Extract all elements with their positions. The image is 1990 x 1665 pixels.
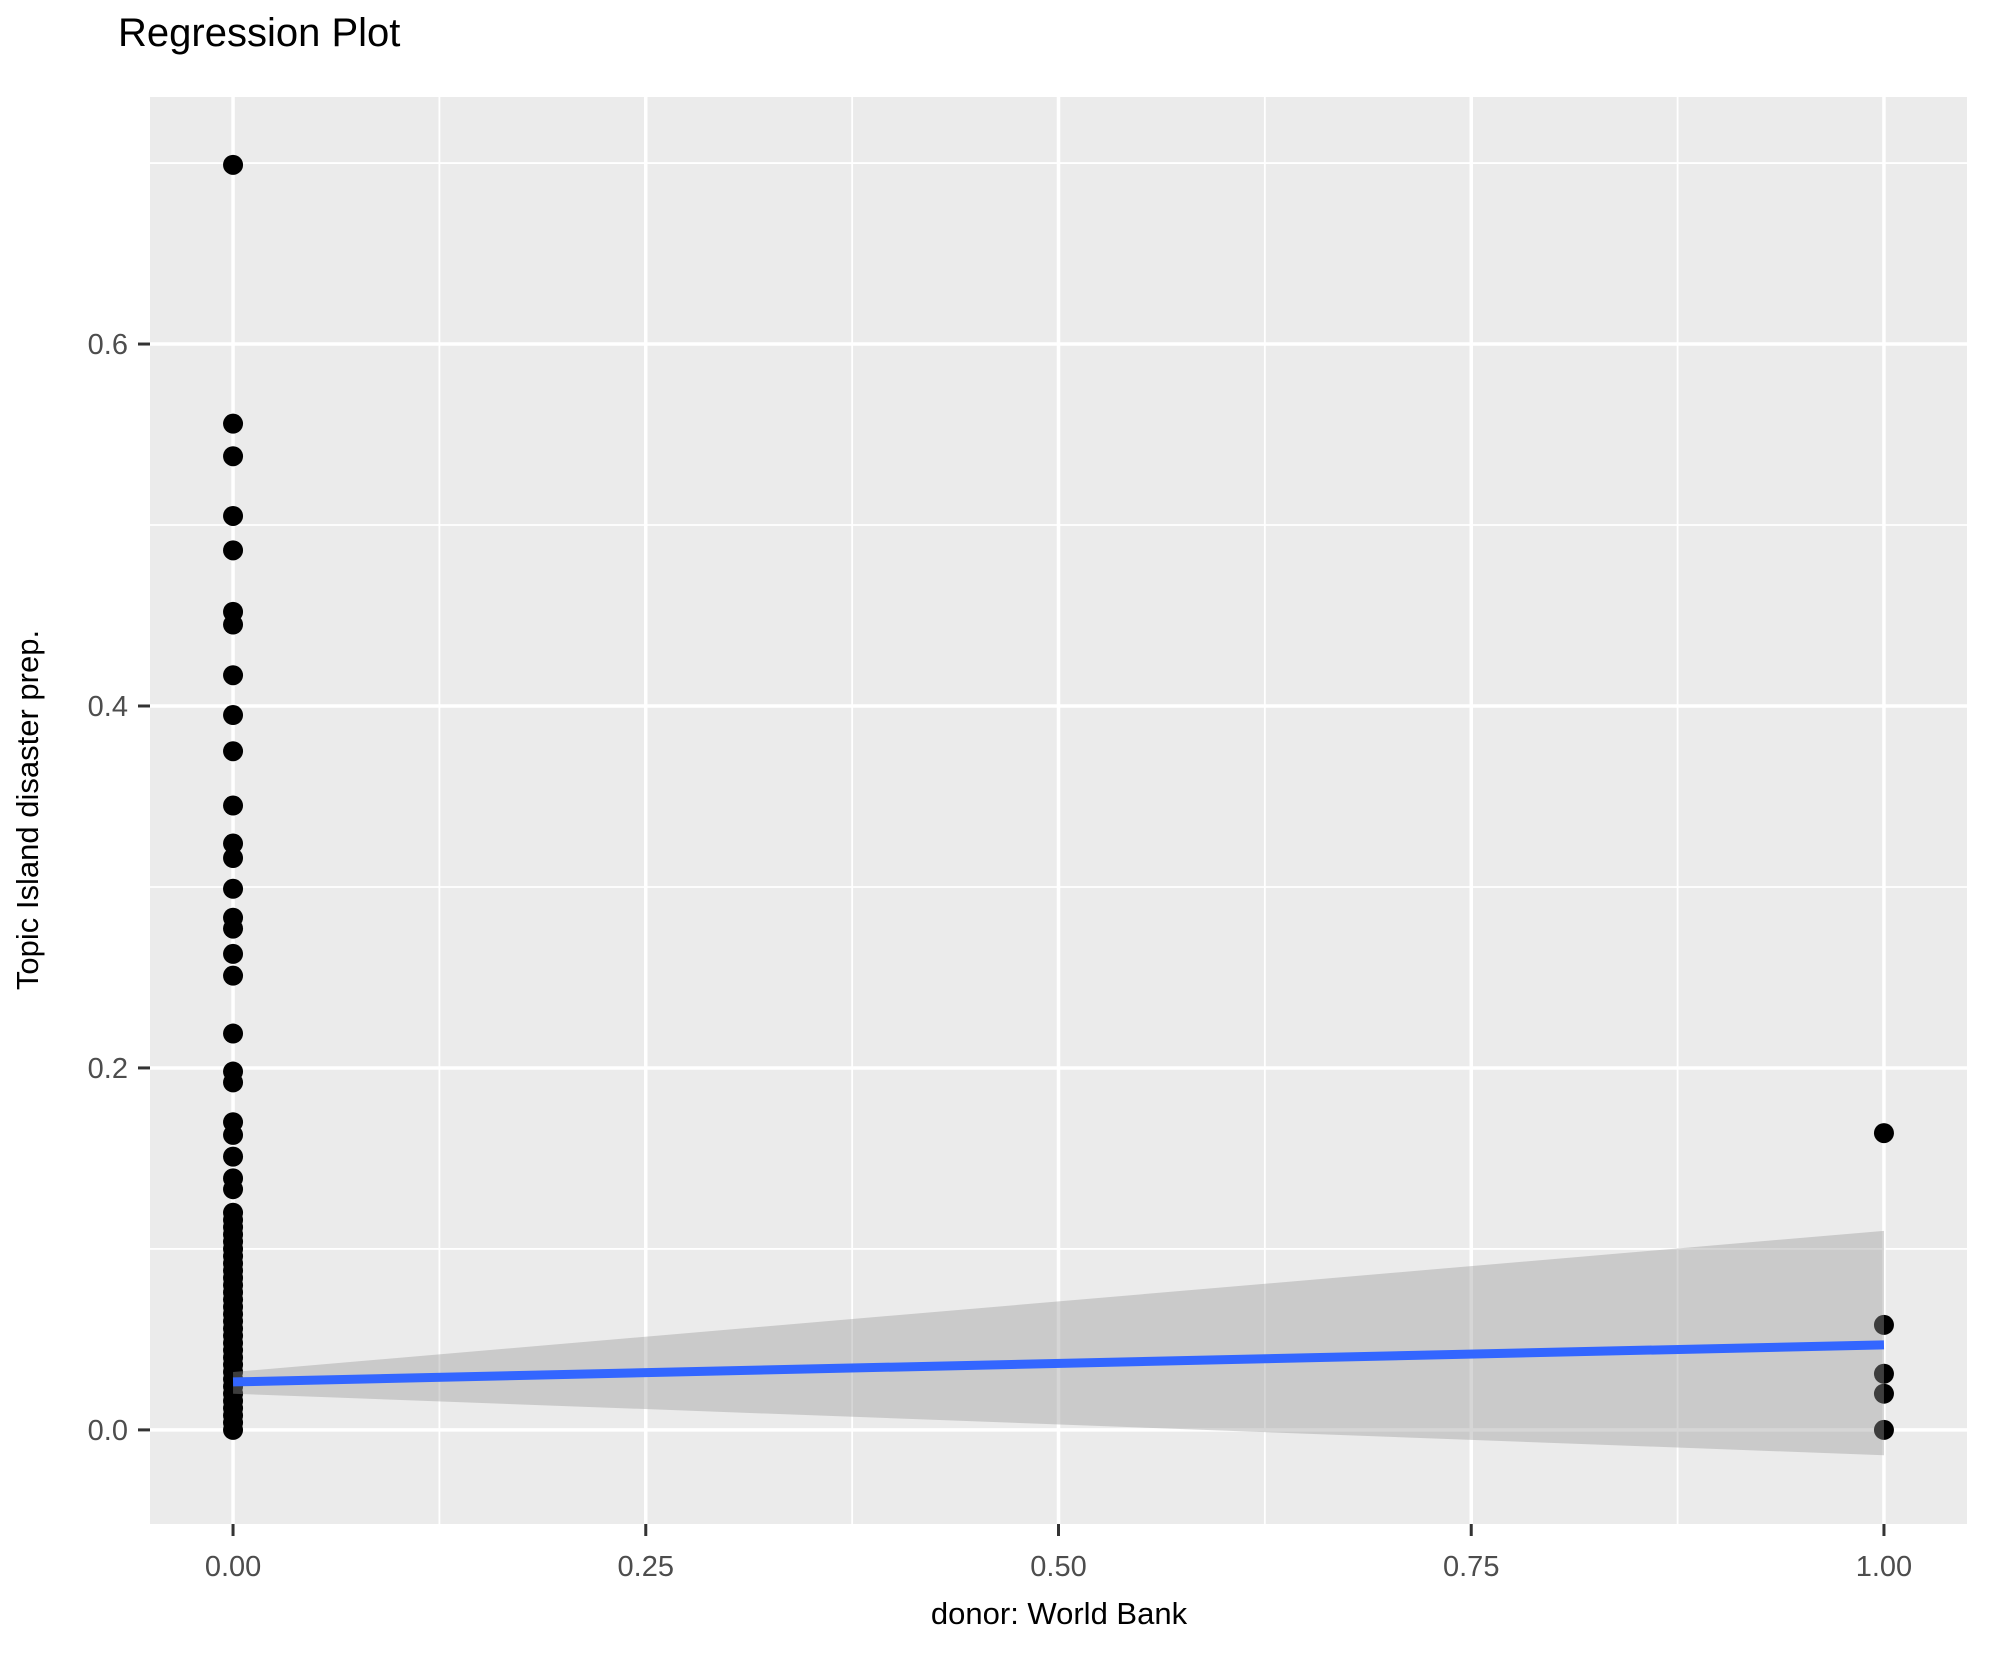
data-point <box>223 154 244 175</box>
y-tick-label: 0.6 <box>88 329 128 361</box>
x-tick-label: 0.50 <box>1030 1551 1086 1583</box>
y-tick-label: 0.4 <box>88 691 128 723</box>
data-point <box>223 413 244 434</box>
data-point <box>223 943 244 964</box>
x-tick-label: 0.75 <box>1443 1551 1499 1583</box>
data-point <box>223 446 244 467</box>
data-point <box>1873 1123 1894 1144</box>
x-tick-label: 0.25 <box>618 1551 674 1583</box>
data-point <box>223 848 244 869</box>
data-point <box>223 1124 244 1145</box>
major-gridlines <box>150 97 1967 1524</box>
data-point <box>223 705 244 726</box>
data-point <box>223 614 244 635</box>
data-point <box>223 965 244 986</box>
confidence-band-polygon <box>233 1230 1884 1456</box>
y-axis-title: Topic Island disaster prep. <box>10 629 45 991</box>
data-point <box>223 540 244 561</box>
data-point <box>1873 1314 1894 1335</box>
x-tick-label: 1.00 <box>1856 1551 1912 1583</box>
data-point <box>223 833 244 854</box>
x-tick-label: 0.00 <box>205 1551 261 1583</box>
axis-tick-marks <box>138 342 1886 1536</box>
x-axis-title: donor: World Bank <box>930 1596 1188 1631</box>
data-point <box>223 665 244 686</box>
regression-line-segment <box>232 1340 1885 1387</box>
plot-title: Regression Plot <box>118 11 401 55</box>
y-tick-labels: 0.0 0.2 0.4 0.6 <box>88 329 128 1447</box>
y-tick-label: 0.2 <box>88 1053 128 1085</box>
data-point <box>223 878 244 899</box>
data-point <box>223 1146 244 1167</box>
data-point <box>223 1419 244 1440</box>
data-point <box>223 1179 244 1200</box>
data-point <box>223 741 244 762</box>
data-point <box>223 505 244 526</box>
data-point <box>223 1023 244 1044</box>
regression-line <box>232 1340 1885 1387</box>
data-point <box>223 1072 244 1093</box>
data-point <box>223 918 244 939</box>
data-point <box>223 795 244 816</box>
confidence-band <box>233 1230 1884 1456</box>
data-point <box>1873 1383 1894 1404</box>
y-tick-label: 0.0 <box>88 1415 128 1447</box>
data-point <box>1873 1419 1894 1440</box>
x-tick-labels: 0.00 0.25 0.50 0.75 1.00 <box>205 1551 1912 1583</box>
data-point <box>1873 1363 1894 1384</box>
